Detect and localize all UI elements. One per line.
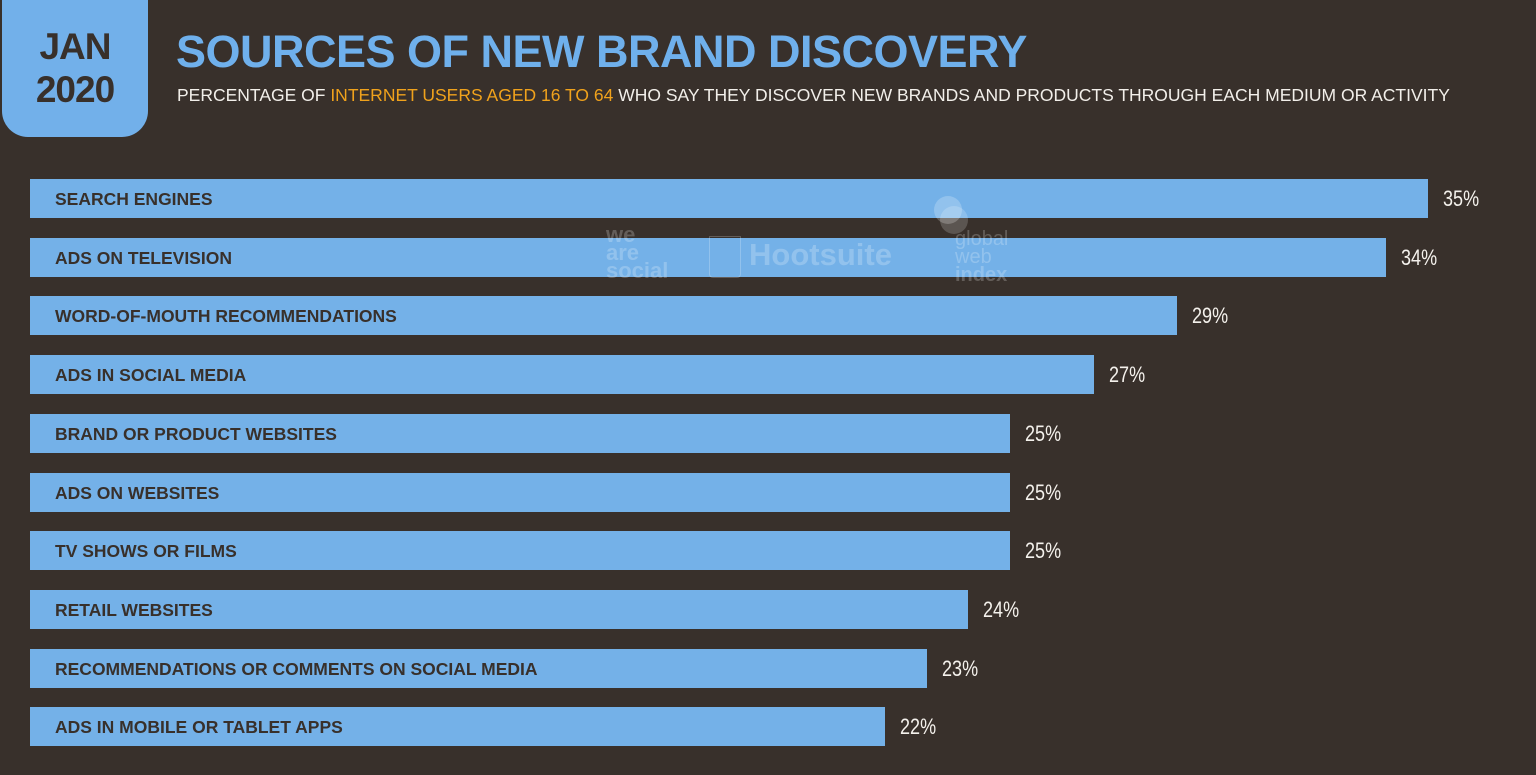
bar bbox=[30, 531, 1011, 571]
bar-category-label: ADS ON TELEVISION bbox=[55, 247, 232, 268]
bar-category-label: ADS ON WEBSITES bbox=[55, 482, 220, 503]
date-month: JAN bbox=[39, 26, 111, 67]
bar bbox=[30, 237, 1387, 277]
bar bbox=[30, 472, 1011, 512]
bar bbox=[30, 707, 885, 747]
bar bbox=[30, 648, 927, 688]
bar-category-label: ADS IN SOCIAL MEDIA bbox=[55, 365, 247, 386]
bar bbox=[30, 413, 1011, 453]
bar-value-label: 24% bbox=[983, 596, 1020, 622]
bar-category-label: RECOMMENDATIONS OR COMMENTS ON SOCIAL ME… bbox=[55, 658, 538, 679]
date-badge: JAN 2020 bbox=[2, 0, 148, 137]
bar bbox=[30, 179, 1428, 218]
bar-category-label: RETAIL WEBSITES bbox=[55, 599, 213, 620]
bar-category-label: WORD-OF-MOUTH RECOMMENDATIONS bbox=[55, 306, 397, 327]
bar-value-label: 22% bbox=[899, 714, 937, 740]
bar-value-label: 25% bbox=[1025, 538, 1062, 564]
chart-subtitle: PERCENTAGE OF INTERNET USERS AGED 16 TO … bbox=[177, 85, 1450, 106]
date-year: 2020 bbox=[35, 69, 115, 110]
bar-value-label: 25% bbox=[1025, 479, 1062, 505]
bar-value-label: 23% bbox=[941, 655, 978, 681]
bar-category-label: BRAND OR PRODUCT WEBSITES bbox=[55, 423, 337, 444]
subtitle-pre: PERCENTAGE OF bbox=[177, 85, 331, 105]
bar bbox=[30, 589, 969, 629]
bar-value-label: 25% bbox=[1025, 420, 1062, 446]
bar-value-label: 34% bbox=[1401, 244, 1438, 270]
bar-category-label: TV SHOWS OR FILMS bbox=[55, 541, 237, 562]
bar bbox=[30, 296, 1178, 336]
chart-title: SOURCES OF NEW BRAND DISCOVERY bbox=[176, 26, 1027, 77]
bar-value-label: 27% bbox=[1108, 362, 1145, 388]
bar-category-label: ADS IN MOBILE OR TABLET APPS bbox=[55, 717, 343, 738]
bar-category-label: SEARCH ENGINES bbox=[55, 189, 213, 209]
bar-value-label: 29% bbox=[1192, 303, 1229, 329]
bar bbox=[30, 355, 1094, 395]
subtitle-post: WHO SAY THEY DISCOVER NEW BRANDS AND PRO… bbox=[613, 85, 1450, 105]
bar-value-label: 35% bbox=[1442, 186, 1480, 211]
subtitle-highlight: INTERNET USERS AGED 16 TO 64 bbox=[330, 85, 614, 105]
